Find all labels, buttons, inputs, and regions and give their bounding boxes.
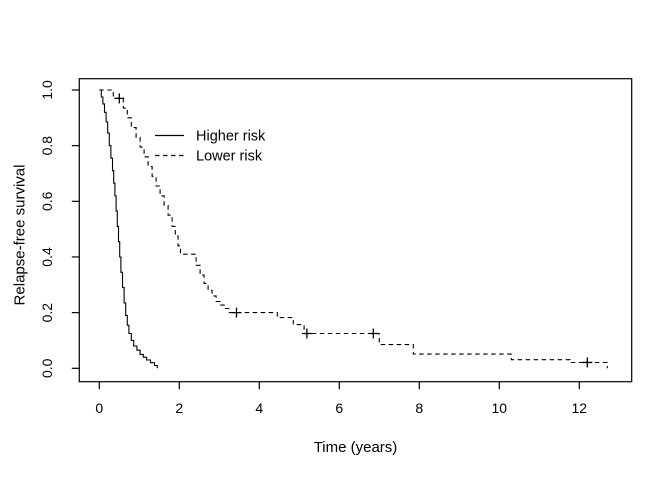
y-tick-label: 0.8 xyxy=(39,136,55,156)
lower-risk-censor-mark xyxy=(231,307,242,318)
legend-label-lower-risk: Lower risk xyxy=(196,148,263,164)
x-tick-label: 4 xyxy=(255,400,263,416)
lower-risk-curve xyxy=(99,89,608,369)
x-tick-label: 6 xyxy=(335,400,343,416)
y-tick-label: 0.0 xyxy=(39,358,55,378)
y-tick-label: 0.2 xyxy=(39,303,55,323)
x-tick-label: 10 xyxy=(492,400,508,416)
x-tick-label: 2 xyxy=(175,400,183,416)
x-tick-label: 0 xyxy=(95,400,103,416)
lower-risk-censor-mark xyxy=(368,328,379,339)
y-tick-label: 0.6 xyxy=(39,191,55,211)
lower-risk-censor-mark xyxy=(114,93,125,104)
x-axis-title: Time (years) xyxy=(314,439,398,456)
x-tick-label: 8 xyxy=(415,400,423,416)
survival-curves-layer xyxy=(99,89,608,369)
y-tick-label: 0.4 xyxy=(39,247,55,267)
x-tick-label: 12 xyxy=(572,400,588,416)
axes-layer: 0 2 4 6 8 10 12 0.0 0.2 0.4 0.6 0.8 1.0 xyxy=(39,78,633,416)
higher-risk-curve xyxy=(99,89,158,369)
plot-legend: Higher risk Lower risk xyxy=(155,128,266,164)
legend-label-higher-risk: Higher risk xyxy=(196,128,266,144)
lower-risk-censor-mark xyxy=(301,328,312,339)
y-tick-label: 1.0 xyxy=(39,80,55,100)
plot-box xyxy=(78,78,633,383)
lower-risk-censor-mark xyxy=(582,357,593,368)
y-axis-title: Relapse-free survival xyxy=(12,165,29,306)
